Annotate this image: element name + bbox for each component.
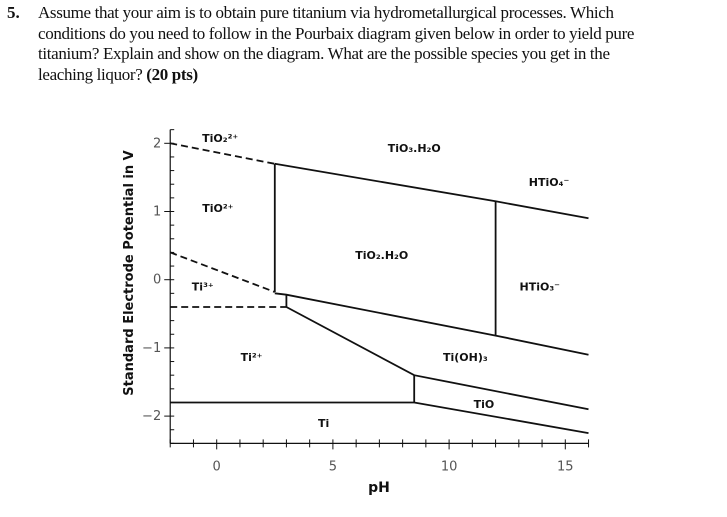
- region-label: Ti²⁺: [241, 351, 263, 364]
- boundary-line: [274, 162, 589, 220]
- boundary-line: [274, 292, 589, 356]
- y-tick-label: −2: [142, 409, 161, 424]
- question-text: Assume that your aim is to obtain pure t…: [38, 3, 727, 85]
- question-number: 5.: [7, 3, 20, 22]
- dashed-boundary-line: [170, 142, 275, 165]
- x-tick-label: 15: [557, 459, 574, 474]
- y-axis-title: Standard Electrode Potential in V: [122, 150, 137, 395]
- boundary-line: [285, 306, 589, 411]
- question-line: leaching liquor? (20 pts): [38, 65, 727, 86]
- question-line: Assume that your aim is to obtain pure t…: [38, 3, 614, 22]
- y-tick-label: 1: [153, 205, 161, 220]
- region-label: TiO₂²⁺: [202, 132, 238, 145]
- region-label: TiO: [474, 398, 495, 411]
- y-tick-label: 2: [153, 136, 161, 151]
- region-label: Ti(OH)₃: [443, 351, 488, 364]
- region-label: Ti³⁺: [192, 281, 214, 294]
- region-label: TiO₃.H₂O: [388, 142, 441, 155]
- x-tick-label: 0: [213, 459, 221, 474]
- x-tick-label: 5: [329, 459, 337, 474]
- region-label: HTiO₃⁻: [520, 281, 561, 294]
- region-label: TiO₂.H₂O: [355, 249, 408, 262]
- boundary-line: [170, 401, 589, 434]
- y-tick-label: 0: [153, 273, 161, 288]
- x-tick-label: 10: [441, 459, 458, 474]
- region-label: HTiO₄⁻: [529, 176, 570, 189]
- question-line: titanium? Explain and show on the diagra…: [38, 44, 610, 63]
- dashed-boundary-line: [169, 251, 276, 293]
- question-line-text: leaching liquor?: [38, 64, 143, 84]
- question-points: (20 pts): [146, 64, 198, 84]
- question-line: conditions do you need to follow in the …: [38, 23, 635, 43]
- y-tick-label: −1: [142, 341, 161, 356]
- region-label: TiO²⁺: [202, 202, 233, 215]
- x-axis-title: pH: [368, 480, 390, 496]
- region-label: Ti: [318, 417, 329, 430]
